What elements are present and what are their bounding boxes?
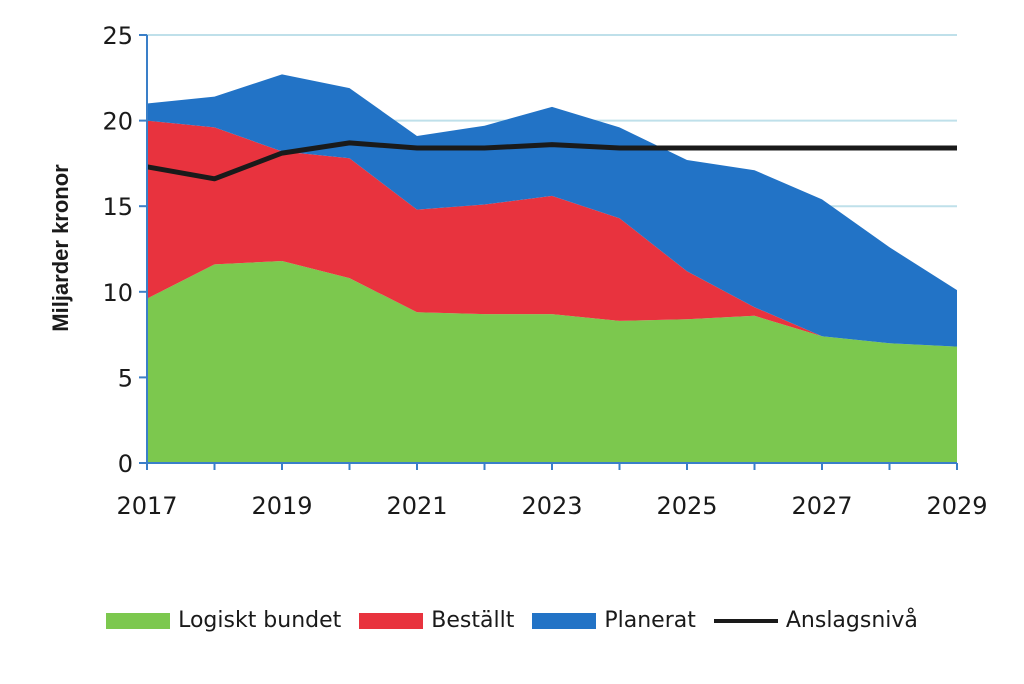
x-tick-label: 2023: [521, 492, 582, 520]
y-tick-labels: 0 5 10 15 20 25: [102, 22, 133, 478]
legend-label: Beställt: [431, 608, 515, 633]
y-tick-label: 25: [102, 22, 133, 50]
legend-label: Anslagsnivå: [785, 608, 918, 633]
y-tick-label: 0: [118, 450, 133, 478]
x-tick-label: 2017: [116, 492, 177, 520]
legend-item-logiskt-bundet: Logiskt bundet: [106, 608, 341, 633]
x-tick-label: 2021: [386, 492, 447, 520]
legend-item-bestallt: Beställt: [359, 608, 514, 633]
legend-swatch-planerat: [532, 612, 597, 629]
y-tick-label: 20: [102, 108, 133, 136]
line-anslagsniva: [146, 140, 957, 182]
legend-label: Logiskt bundet: [178, 608, 342, 633]
x-tick-label: 2025: [656, 492, 717, 520]
legend-label: Planerat: [604, 608, 696, 633]
legend-item-planerat: Planerat: [532, 608, 696, 633]
legend-item-anslagsniva: Anslagsnivå: [713, 608, 918, 633]
area-logiskt-bundet: [147, 261, 957, 463]
x-tick-label: 2027: [791, 492, 852, 520]
x-tick-label: 2019: [251, 492, 312, 520]
stacked-areas: [147, 74, 957, 463]
y-tick-label: 10: [102, 279, 133, 307]
legend-swatch-logiskt-bundet: [106, 612, 171, 629]
legend: Logiskt bundet Beställt Planerat Anslags…: [0, 608, 1024, 633]
y-axis-title: Miljarder kronor: [48, 164, 73, 332]
axes: [139, 34, 958, 470]
x-tick-labels: 2017 2019 2021 2023 2025 2027 2029: [116, 492, 987, 520]
legend-swatch-bestallt: [359, 612, 424, 629]
y-tick-label: 15: [102, 193, 133, 221]
legend-line-anslagsniva: [713, 618, 778, 623]
x-tick-label: 2029: [926, 492, 987, 520]
y-tick-label: 5: [118, 364, 133, 392]
series-lines: [146, 140, 957, 182]
area-best-llt: [147, 120, 957, 347]
